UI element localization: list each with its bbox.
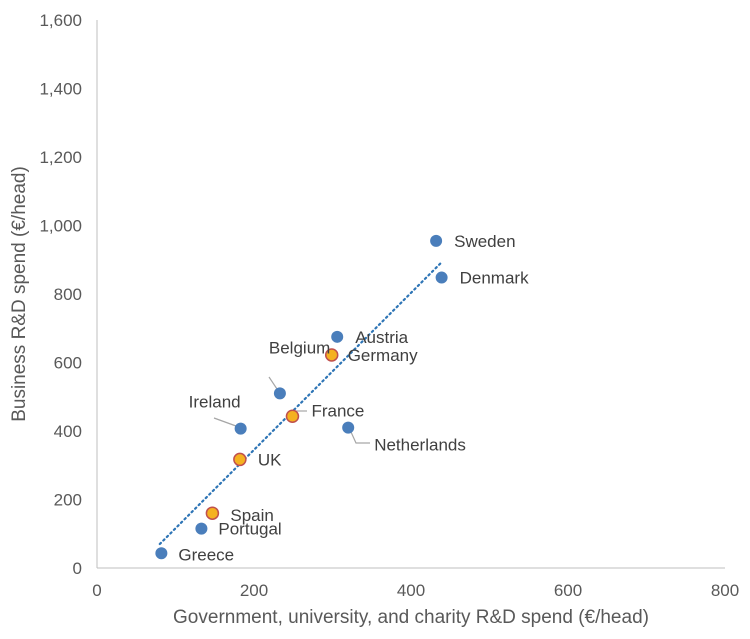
y-tick-label: 400 <box>54 422 82 441</box>
data-point-ireland <box>234 422 247 435</box>
point-label-france: France <box>311 401 364 420</box>
point-label-portugal: Portugal <box>218 520 281 539</box>
leader-line-ireland <box>213 417 237 427</box>
y-tick-label: 0 <box>73 559 82 578</box>
data-points <box>155 234 448 560</box>
point-label-germany: Germany <box>348 346 418 365</box>
leader-lines <box>213 376 370 444</box>
data-point-netherlands <box>342 421 355 434</box>
data-point-sweden <box>430 234 443 247</box>
y-tick-label: 600 <box>54 354 82 373</box>
x-tick-label: 600 <box>554 581 582 600</box>
data-point-france <box>285 409 300 424</box>
x-axis-title: Government, university, and charity R&D … <box>173 607 649 628</box>
data-point-austria <box>331 330 344 343</box>
x-tick-label: 0 <box>92 581 101 600</box>
y-tick-label: 1,200 <box>39 148 82 167</box>
data-point-greece <box>155 547 168 560</box>
point-label-austria: Austria <box>355 328 408 347</box>
y-tick-label: 1,000 <box>39 217 82 236</box>
y-tick-label: 1,400 <box>39 80 82 99</box>
point-label-denmark: Denmark <box>460 269 529 288</box>
point-label-greece: Greece <box>178 545 234 564</box>
trendline-group <box>158 260 444 546</box>
trendline <box>158 260 444 546</box>
data-point-denmark <box>435 271 448 284</box>
x-tick-labels: 0 200 400 600 800 <box>92 581 739 600</box>
y-tick-label: 800 <box>54 285 82 304</box>
data-point-uk <box>233 452 247 467</box>
leader-line-netherlands <box>350 431 370 444</box>
point-label-ireland: Ireland <box>189 393 241 412</box>
axes <box>96 20 725 569</box>
point-label-sweden: Sweden <box>454 232 515 251</box>
y-tick-labels: 0 200 400 600 800 1,000 1,200 1,400 1,600 <box>39 11 82 578</box>
x-tick-label: 800 <box>711 581 739 600</box>
x-tick-label: 200 <box>240 581 268 600</box>
point-label-uk: UK <box>258 450 282 469</box>
y-axis-title: Business R&D spend (€/head) <box>9 166 30 422</box>
y-tick-label: 1,600 <box>39 11 82 30</box>
data-point-portugal <box>195 522 208 535</box>
y-tick-label: 200 <box>54 491 82 510</box>
point-label-belgium: Belgium <box>269 338 330 357</box>
point-label-spain: Spain <box>230 506 273 525</box>
data-point-germany <box>324 348 339 362</box>
data-point-belgium <box>273 387 286 400</box>
x-tick-label: 400 <box>397 581 425 600</box>
point-label-netherlands: Netherlands <box>374 436 466 455</box>
data-point-spain <box>205 506 220 520</box>
